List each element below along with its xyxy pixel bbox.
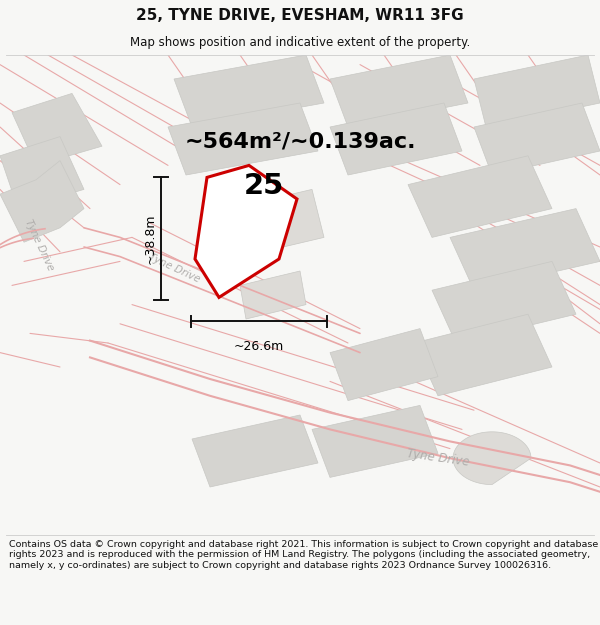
Polygon shape — [414, 314, 552, 396]
Text: Map shows position and indicative extent of the property.: Map shows position and indicative extent… — [130, 36, 470, 49]
Polygon shape — [192, 415, 318, 487]
Text: Tyne Drive: Tyne Drive — [23, 217, 55, 272]
Polygon shape — [168, 103, 318, 175]
Polygon shape — [12, 93, 102, 166]
Polygon shape — [174, 55, 324, 127]
Polygon shape — [312, 406, 438, 478]
Text: ~564m²/~0.139ac.: ~564m²/~0.139ac. — [184, 131, 416, 151]
Polygon shape — [0, 137, 84, 209]
Polygon shape — [240, 271, 306, 319]
Polygon shape — [474, 103, 600, 175]
Text: ~26.6m: ~26.6m — [234, 339, 284, 352]
Polygon shape — [330, 329, 438, 401]
Polygon shape — [432, 261, 576, 343]
Text: 25, TYNE DRIVE, EVESHAM, WR11 3FG: 25, TYNE DRIVE, EVESHAM, WR11 3FG — [136, 8, 464, 23]
Polygon shape — [210, 189, 324, 261]
Text: 25: 25 — [244, 172, 284, 200]
Text: Tyne Drive: Tyne Drive — [147, 253, 201, 285]
Polygon shape — [408, 156, 552, 238]
Polygon shape — [330, 55, 468, 127]
Polygon shape — [330, 103, 462, 175]
Text: Contains OS data © Crown copyright and database right 2021. This information is : Contains OS data © Crown copyright and d… — [9, 540, 598, 569]
Polygon shape — [450, 209, 600, 290]
Text: ~38.8m: ~38.8m — [143, 213, 157, 264]
Polygon shape — [453, 432, 531, 484]
Polygon shape — [474, 55, 600, 127]
Polygon shape — [0, 161, 84, 242]
Polygon shape — [195, 166, 297, 298]
Text: Tyne Drive: Tyne Drive — [406, 448, 470, 469]
